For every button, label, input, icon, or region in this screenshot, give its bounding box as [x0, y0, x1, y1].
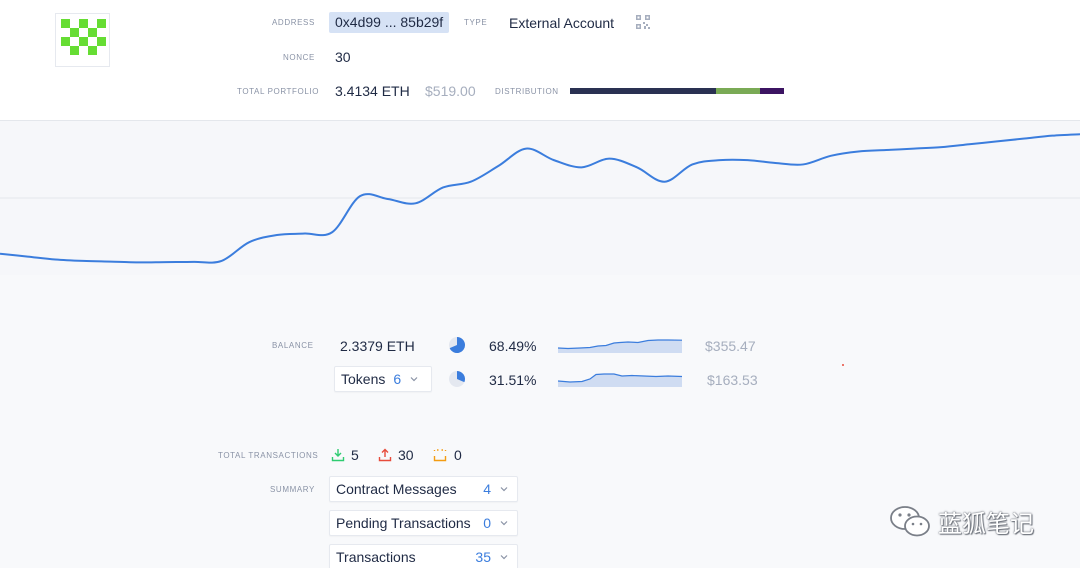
summary-item-count: 0	[483, 515, 491, 531]
total-transactions-label: TOTAL TRANSACTIONS	[218, 451, 319, 460]
qr-code-icon[interactable]	[636, 15, 650, 29]
address-label: ADDRESS	[272, 18, 315, 27]
distribution-label: DISTRIBUTION	[495, 87, 559, 96]
eth-usd-value: $355.47	[705, 338, 756, 354]
chevron-down-icon	[500, 487, 508, 492]
distribution-bar	[570, 88, 784, 94]
summary-item-transactions[interactable]: Transactions 35	[329, 544, 518, 568]
eth-sparkline	[557, 337, 683, 358]
tokens-count: 6	[393, 371, 402, 387]
distribution-segment	[570, 88, 716, 94]
chevron-down-icon	[410, 377, 418, 382]
eth-share-pie-icon	[448, 336, 466, 359]
outgoing-icon	[378, 448, 392, 467]
eth-percent: 68.49%	[489, 338, 537, 354]
distribution-segment	[715, 88, 761, 94]
distribution-segment	[760, 88, 784, 94]
address-value[interactable]: 0x4d99 ... 85b29f	[329, 12, 450, 33]
total-portfolio-label: TOTAL PORTFOLIO	[237, 87, 320, 96]
pending-count: 0	[454, 447, 462, 463]
incoming-icon	[331, 448, 345, 467]
indicator-dot	[842, 364, 844, 366]
summary-item-count: 35	[475, 549, 491, 565]
summary-item-pending-transactions[interactable]: Pending Transactions 0	[329, 510, 518, 536]
account-avatar	[55, 13, 110, 67]
tokens-share-pie-icon	[448, 370, 466, 393]
summary-item-label: Pending Transactions	[336, 515, 471, 531]
tokens-percent: 31.51%	[489, 372, 537, 388]
pending-icon	[433, 448, 447, 467]
chevron-down-icon	[500, 555, 508, 560]
outgoing-count: 30	[398, 447, 414, 463]
watermark: 蓝狐笔记	[888, 503, 1034, 539]
summary-item-label: Transactions	[336, 549, 416, 565]
summary-item-count: 4	[483, 481, 491, 497]
tokens-usd-value: $163.53	[707, 372, 758, 388]
wechat-icon	[890, 506, 930, 537]
balance-label: BALANCE	[272, 341, 314, 350]
portfolio-eth-value: 3.4134 ETH	[335, 83, 410, 99]
tokens-label: Tokens	[341, 371, 386, 387]
portfolio-chart-line	[0, 133, 1080, 264]
nonce-value: 30	[335, 49, 351, 65]
summary-item-label: Contract Messages	[336, 481, 457, 497]
summary-item-contract-messages[interactable]: Contract Messages 4	[329, 476, 518, 502]
type-value: External Account	[509, 15, 615, 31]
watermark-text: 蓝狐笔记	[938, 509, 1034, 538]
type-label: TYPE	[464, 18, 488, 27]
portfolio-usd-value: $519.00	[425, 83, 476, 99]
summary-label: SUMMARY	[270, 485, 315, 494]
tokens-sparkline	[557, 371, 683, 392]
tokens-dropdown[interactable]: Tokens 6	[334, 366, 432, 392]
nonce-label: NONCE	[283, 53, 315, 62]
incoming-count: 5	[351, 447, 359, 463]
portfolio-chart	[0, 120, 1080, 275]
balance-eth-value: 2.3379 ETH	[340, 338, 415, 354]
chevron-down-icon	[500, 521, 508, 526]
